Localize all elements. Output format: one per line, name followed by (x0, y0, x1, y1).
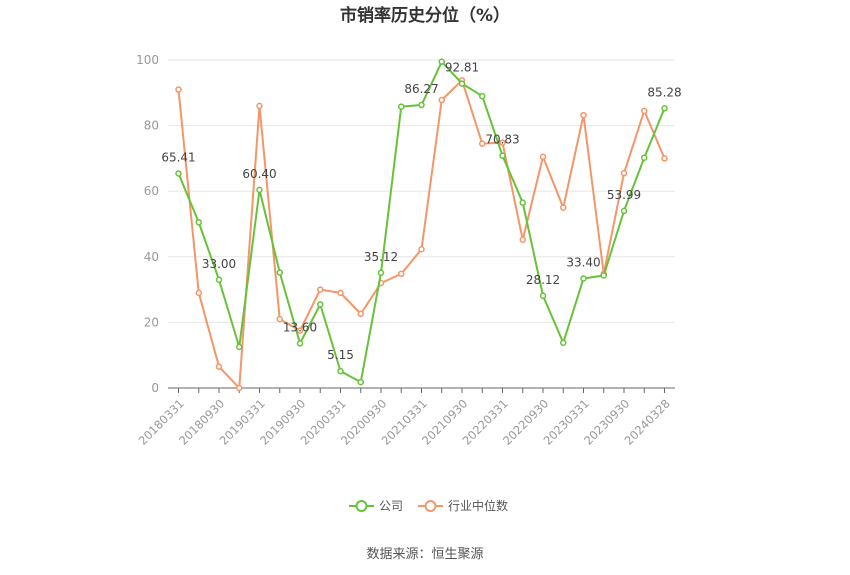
data-point (620, 169, 628, 177)
grid-lines (168, 59, 675, 323)
data-point (580, 275, 587, 282)
data-point (600, 272, 607, 279)
data-point (641, 107, 648, 115)
data-label: 33.40 (566, 255, 600, 269)
data-point (215, 276, 223, 284)
data-label: 28.12 (526, 273, 560, 287)
data-point (519, 236, 526, 243)
data-label: 70.83 (485, 133, 519, 147)
data-point (418, 246, 425, 253)
data-point (580, 111, 587, 119)
data-point (236, 384, 243, 392)
series-lines (175, 58, 668, 392)
data-point (296, 327, 304, 334)
data-point (317, 286, 324, 293)
data-point (458, 80, 466, 87)
data-point (418, 101, 425, 109)
legend[interactable]: 公司 行业中位数 (349, 498, 508, 513)
data-point (479, 140, 486, 147)
data-label: 13.60 (283, 320, 317, 334)
data-labels: 65.41 33.00 60.40 13.60 5.15 35.12 86.27 92.81 7… (161, 61, 681, 363)
data-source: 数据来源：恒生聚源 (366, 547, 483, 562)
data-point (438, 96, 445, 104)
data-label: 53.99 (607, 188, 641, 202)
y-tick-label: 20 (144, 315, 159, 329)
data-point (357, 310, 364, 318)
data-point (215, 363, 223, 370)
data-label: 86.27 (404, 82, 438, 96)
legend-label: 行业中位数 (448, 498, 508, 513)
data-point (276, 269, 283, 276)
data-point (357, 378, 364, 386)
data-point (195, 289, 202, 297)
legend-marker (355, 500, 368, 512)
y-tick-label: 60 (144, 184, 159, 198)
data-point (661, 105, 668, 112)
data-point (236, 343, 243, 351)
data-point (398, 270, 405, 278)
data-point (560, 339, 567, 346)
chart-title: 市销率历史分位（%） (340, 5, 510, 26)
data-point (296, 340, 304, 347)
data-point (398, 103, 405, 110)
data-point (337, 367, 344, 375)
y-tick-label: 100 (136, 53, 159, 67)
data-point (620, 207, 628, 215)
data-label: 5.15 (327, 348, 354, 362)
data-label: 60.40 (242, 167, 276, 181)
axes: 0204060801002018033120180930201903312019… (136, 53, 675, 448)
data-point (337, 289, 344, 297)
legend-item[interactable]: 行业中位数 (418, 498, 508, 513)
data-point (175, 86, 182, 93)
legend-item[interactable]: 公司 (349, 499, 403, 513)
data-point (256, 186, 263, 194)
data-point (317, 301, 324, 308)
data-point (175, 170, 182, 177)
data-point (539, 292, 547, 300)
y-tick-label: 80 (144, 119, 159, 133)
data-label: 33.00 (202, 257, 236, 271)
y-tick-label: 40 (144, 250, 159, 264)
legend-label: 公司 (379, 499, 403, 513)
data-label: 85.28 (647, 85, 681, 99)
data-point (539, 153, 547, 161)
data-point (256, 102, 263, 110)
data-label: 65.41 (161, 150, 195, 164)
data-point (661, 155, 668, 162)
data-point (499, 152, 506, 159)
data-point (438, 58, 445, 65)
data-point (479, 92, 486, 100)
series-line (177, 79, 666, 389)
data-point (519, 199, 526, 206)
data-label: 35.12 (364, 250, 398, 264)
legend-marker (424, 500, 437, 512)
data-point (377, 269, 385, 277)
data-label: 92.81 (445, 61, 479, 75)
data-point (195, 219, 202, 226)
data-point (641, 154, 648, 161)
data-point (560, 204, 567, 211)
data-point (499, 139, 506, 146)
y-tick-label: 0 (151, 381, 159, 395)
data-point (276, 315, 283, 323)
